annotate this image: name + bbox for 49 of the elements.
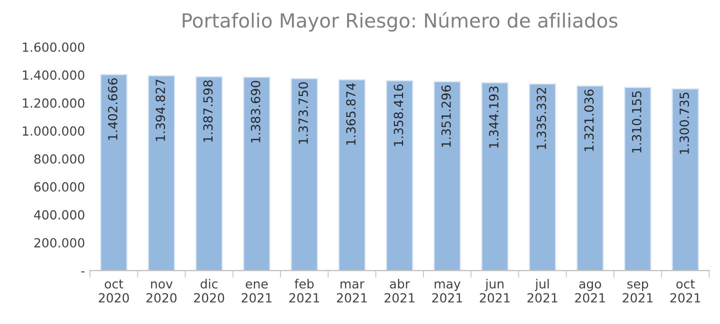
y-tick-label: 1.200.000 (22, 98, 84, 108)
data-label: 1.383.690 (250, 80, 260, 142)
data-label: 1.344.193 (489, 86, 498, 148)
y-tick-label: 1.600.000 (22, 42, 84, 52)
x-tick-label: ene 2021 (242, 281, 272, 303)
x-tick-label: abr 2021 (384, 278, 414, 303)
data-label: 1.394.827 (156, 80, 166, 141)
x-tick-label: nov 2020 (146, 281, 177, 303)
data-label: 1.387.598 (203, 80, 213, 142)
bar (672, 88, 700, 271)
x-tick-label: dic 2020 (194, 278, 224, 303)
bar (386, 80, 414, 271)
x-tick-label: feb 2021 (289, 278, 320, 303)
x-tick-label: may 2021 (432, 281, 462, 303)
data-label: 1.351.296 (441, 85, 451, 147)
y-tick-label: 800.000 (34, 154, 84, 164)
data-label: 1.365.874 (346, 83, 356, 145)
y-tick-label: - (81, 271, 85, 272)
data-label: 1.321.036 (584, 90, 594, 151)
bar (624, 86, 652, 271)
y-tick-label: 400.000 (34, 210, 84, 220)
x-tick-label: jul 2021 (528, 278, 558, 303)
chart-title: Portafolio Mayor Riesgo: Número de afiliados (182, 12, 618, 32)
data-label: 1.310.155 (632, 91, 642, 152)
bar (528, 83, 556, 271)
bar (243, 76, 270, 271)
bar (195, 76, 223, 271)
bar (576, 85, 604, 271)
y-tick-label: 200.000 (34, 238, 84, 248)
x-tick-label: sep 2021 (622, 281, 653, 303)
x-tick-label: mar 2021 (336, 281, 367, 303)
data-label: 1.358.416 (394, 84, 404, 146)
bar (338, 79, 366, 271)
x-tick-label: oct 2020 (98, 280, 129, 303)
x-tick-label: jun 2021 (480, 278, 510, 303)
y-tick-label: 600.000 (34, 182, 84, 192)
data-label: 1.402.666 (108, 78, 118, 140)
data-label: 1.335.332 (536, 88, 546, 150)
bar (434, 81, 461, 271)
bar (481, 82, 509, 271)
data-label: 1.300.735 (680, 92, 690, 154)
y-tick-label: 1.000.000 (22, 126, 84, 136)
bar (290, 78, 318, 271)
bar (148, 75, 176, 271)
y-tick-label: 1.400.000 (22, 70, 84, 80)
data-label: 1.373.750 (298, 82, 308, 144)
bar (100, 74, 128, 271)
x-tick-label: oct 2021 (670, 280, 700, 303)
x-tick-label: ago 2021 (575, 281, 605, 303)
